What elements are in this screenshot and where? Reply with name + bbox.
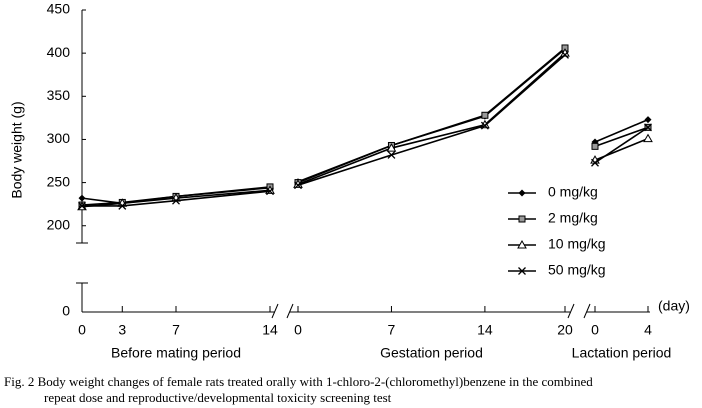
x-tick-label: 20: [557, 322, 573, 338]
marker: [78, 194, 86, 202]
series-line: [81, 186, 271, 206]
marker: [294, 181, 302, 190]
legend-marker: [518, 215, 526, 223]
marker: [643, 133, 653, 143]
x-tick-label: 4: [644, 322, 652, 338]
legend-label: 2 mg/kg: [548, 210, 598, 226]
x-tick-label: 14: [477, 322, 493, 338]
marker: [644, 116, 652, 124]
x-tick-label: 0: [591, 322, 599, 338]
series-line: [594, 118, 649, 143]
legend-marker: [518, 189, 526, 197]
series-line: [594, 126, 649, 148]
legend-marker: [518, 267, 526, 275]
period-label: Lactation period: [572, 345, 672, 361]
y-tick-label: 200: [47, 216, 71, 232]
series-line: [82, 190, 271, 207]
series-line: [594, 126, 649, 164]
marker: [118, 201, 127, 210]
marker: [480, 121, 489, 130]
x-tick-label: 7: [388, 322, 396, 338]
y-axis-label: Body weight (g): [9, 101, 25, 198]
marker: [481, 111, 489, 119]
x-tick-label: 7: [172, 322, 180, 338]
legend-marker: [517, 239, 527, 249]
legend-label: 50 mg/kg: [548, 262, 606, 278]
y-tick-label: 300: [47, 130, 71, 146]
x-tick-label: 14: [262, 322, 278, 338]
legend-label: 0 mg/kg: [548, 184, 598, 200]
marker: [644, 123, 652, 132]
series-line: [297, 52, 566, 186]
y-tick-label: 0: [62, 303, 70, 319]
series-line: [81, 189, 271, 208]
marker: [266, 187, 274, 196]
series-line: [297, 47, 566, 184]
caption: Fig. 2 Body weight changes of female rat…: [4, 374, 593, 389]
marker: [591, 158, 599, 167]
y-tick-label: 350: [47, 87, 71, 103]
marker: [172, 196, 180, 205]
x-tick-label: 3: [118, 322, 126, 338]
period-label: Before mating period: [111, 345, 241, 361]
marker: [78, 201, 86, 210]
marker: [387, 151, 396, 159]
period-label: Gestation period: [380, 345, 483, 361]
y-tick-label: 250: [47, 173, 71, 189]
series-line: [297, 54, 566, 186]
marker: [561, 50, 569, 59]
legend-label: 10 mg/kg: [548, 236, 606, 252]
caption: repeat dose and reproductive/development…: [44, 390, 392, 405]
x-tick-label: 0: [78, 322, 86, 338]
x-unit: (day): [658, 298, 690, 314]
y-tick-label: 450: [47, 1, 71, 17]
series-line: [297, 48, 566, 183]
marker: [591, 142, 599, 150]
marker: [386, 143, 397, 152]
y-tick-label: 400: [47, 44, 71, 60]
x-tick-label: 0: [294, 322, 302, 338]
